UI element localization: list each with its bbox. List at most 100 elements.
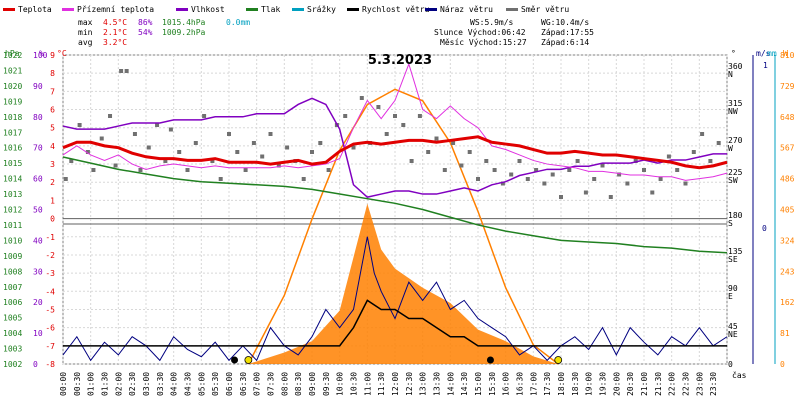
- stats-row-label: avg: [78, 38, 93, 47]
- wind-direction-point: [542, 181, 547, 186]
- wind-direction-point: [91, 168, 96, 172]
- legend-swatch: [3, 8, 15, 11]
- wind-direction-point: [119, 69, 124, 73]
- wind-gust-line: [62, 236, 728, 362]
- wind-direction-point: [575, 159, 580, 163]
- hpa-tick-label: 1015: [3, 159, 22, 168]
- pct-tick-label: 90: [33, 82, 43, 91]
- c-tick-label: 8: [50, 69, 55, 78]
- c-tick-label: 7: [50, 87, 55, 96]
- x-tick-label: 23:00: [695, 372, 704, 396]
- moon-marker: [231, 356, 239, 364]
- direction-tick-label: 180: [728, 211, 743, 220]
- sun-marker: [244, 356, 253, 364]
- x-tick-label: 00:00: [59, 372, 68, 396]
- wind-speed-line: [63, 299, 727, 347]
- hpa-tick-label: 1022: [3, 51, 22, 60]
- x-tick-label: 06:00: [225, 372, 234, 396]
- wind-direction-point: [138, 168, 143, 172]
- wind-direction-point: [63, 177, 68, 181]
- wind-direction-point: [417, 114, 422, 118]
- stats-moonset: Západ:6:14: [541, 38, 589, 47]
- x-tick-label: 19:30: [599, 372, 608, 396]
- temperature-line: [62, 135, 728, 170]
- ms-tick-label: 1: [763, 61, 768, 70]
- x-tick-label: 09:30: [322, 372, 331, 396]
- x-tick-label: 12:00: [391, 372, 400, 396]
- stats-moonrise: Měsíc Východ:15:27: [440, 38, 527, 47]
- legend-label: Teplota: [18, 5, 52, 14]
- hpa-tick-label: 1005: [3, 314, 22, 323]
- wind-direction-point: [583, 190, 588, 195]
- x-tick-label: 15:30: [488, 372, 497, 396]
- moon-marker: [486, 356, 494, 364]
- wind-direction-point: [318, 141, 323, 145]
- stats-row-label: max: [78, 18, 93, 27]
- legend-label: Vlhkost: [191, 5, 225, 14]
- wind-direction-point: [451, 141, 456, 145]
- c-tick-label: -8: [45, 360, 55, 369]
- legend-swatch: [506, 8, 518, 11]
- x-tick-label: 13:30: [433, 372, 442, 396]
- ground-temperature-line: [62, 62, 728, 181]
- stats-sunrise: Slunce Východ:06:42: [434, 28, 526, 37]
- solar-radiation-area: [248, 203, 559, 364]
- legend-swatch: [347, 8, 359, 11]
- hpa-tick-label: 1011: [3, 221, 22, 230]
- pct-tick-label: 60: [33, 175, 43, 184]
- x-tick-label: 21:30: [654, 372, 663, 396]
- sun-marker: [554, 356, 563, 364]
- direction-tick-label: 135: [728, 247, 743, 256]
- c-tick-label: 4: [50, 142, 55, 151]
- x-tick-label: 02:00: [114, 372, 123, 396]
- wind-direction-point: [99, 136, 104, 141]
- x-tick-label: 22:30: [682, 372, 691, 396]
- wind-direction-point: [434, 136, 439, 141]
- direction-tick-label: SE: [728, 255, 738, 264]
- x-tick-label: 17:00: [529, 372, 538, 396]
- stats-rain: 0.0mm: [226, 18, 250, 27]
- wind-direction-point: [163, 159, 168, 163]
- x-tick-label: 11:00: [363, 372, 372, 396]
- x-tick-label: 11:30: [377, 372, 386, 396]
- direction-tick-label: NE: [728, 330, 738, 339]
- wind-direction-point: [285, 145, 290, 150]
- pct-tick-label: 70: [33, 144, 43, 153]
- wind-direction-point: [168, 127, 173, 132]
- deg-axis-title: °: [731, 49, 736, 58]
- c-tick-label: -5: [45, 305, 55, 314]
- direction-tick-label: 0: [728, 360, 733, 369]
- legend-label: Směr větru: [521, 5, 569, 14]
- direction-tick-label: 225: [728, 168, 743, 177]
- hpa-tick-label: 1003: [3, 345, 22, 354]
- w-tick-label: 243: [780, 267, 795, 276]
- wind-direction-point: [113, 163, 118, 168]
- hpa-tick-label: 1017: [3, 128, 22, 137]
- stats-ws: WS:5.9m/s: [470, 18, 514, 27]
- stats-wg: WG:10.4m/s: [541, 18, 589, 27]
- wind-direction-point: [633, 159, 638, 163]
- wind-direction-point: [326, 168, 331, 172]
- x-tick-label: 10:00: [336, 372, 345, 396]
- chart-title: 5.3.2023: [368, 53, 432, 68]
- hpa-tick-label: 1002: [3, 360, 22, 369]
- legend-swatch: [425, 8, 437, 11]
- x-tick-label: 02:30: [128, 372, 137, 396]
- pct-axis-title: %: [39, 49, 44, 58]
- direction-tick-label: SW: [728, 176, 738, 185]
- pct-tick-label: 100: [33, 51, 48, 60]
- legend-swatch: [292, 8, 304, 11]
- x-tick-label: 05:30: [211, 372, 220, 396]
- legend-swatch: [62, 8, 74, 11]
- wind-direction-point: [359, 96, 364, 100]
- pct-tick-label: 50: [33, 206, 43, 215]
- c-tick-label: -7: [45, 342, 55, 351]
- hpa-axis-title: hPa: [5, 49, 20, 58]
- pct-tick-label: 80: [33, 113, 43, 122]
- c-tick-label: 5: [50, 124, 55, 133]
- wind-direction-point: [700, 132, 705, 136]
- c-tick-label: 0: [50, 215, 55, 224]
- wind-direction-point: [376, 105, 381, 109]
- c-axis-title: °C: [57, 49, 67, 58]
